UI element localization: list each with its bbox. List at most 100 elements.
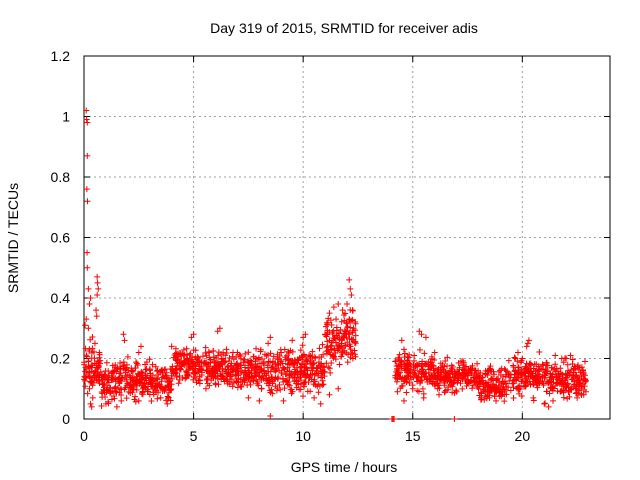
data-point bbox=[87, 374, 94, 381]
data-point bbox=[111, 395, 118, 402]
data-point bbox=[431, 349, 438, 356]
data-point bbox=[149, 361, 156, 368]
data-point bbox=[418, 331, 425, 338]
data-point bbox=[183, 351, 190, 358]
data-point bbox=[564, 361, 571, 368]
data-point bbox=[453, 387, 460, 394]
y-tick-label: 0.2 bbox=[51, 351, 71, 367]
data-point bbox=[575, 362, 582, 369]
data-point bbox=[344, 301, 350, 308]
data-point bbox=[201, 359, 208, 366]
data-point bbox=[336, 361, 343, 368]
data-point bbox=[419, 366, 426, 373]
data-point bbox=[493, 375, 500, 382]
data-point bbox=[198, 372, 205, 379]
data-point bbox=[482, 388, 489, 395]
data-point bbox=[465, 376, 472, 383]
data-point bbox=[250, 353, 257, 360]
data-point bbox=[321, 373, 328, 380]
data-point bbox=[116, 389, 123, 396]
data-point bbox=[271, 366, 278, 373]
data-point bbox=[315, 389, 322, 396]
data-point bbox=[83, 352, 90, 359]
data-point bbox=[90, 348, 97, 355]
data-point bbox=[283, 371, 290, 378]
data-point bbox=[108, 396, 115, 403]
data-point bbox=[445, 374, 452, 381]
data-point bbox=[96, 349, 103, 356]
data-point bbox=[347, 285, 354, 292]
data-point bbox=[300, 367, 307, 374]
data-point bbox=[224, 380, 231, 387]
data-point bbox=[165, 394, 172, 401]
data-point bbox=[330, 334, 337, 341]
x-tick-label: 15 bbox=[405, 428, 421, 444]
data-point bbox=[326, 365, 333, 372]
data-point bbox=[163, 374, 170, 381]
data-point bbox=[105, 379, 112, 386]
data-point bbox=[245, 364, 251, 371]
data-point bbox=[490, 368, 497, 375]
data-point bbox=[113, 403, 120, 410]
data-point bbox=[444, 362, 451, 369]
data-point bbox=[92, 367, 99, 374]
data-point bbox=[173, 357, 180, 364]
data-point bbox=[513, 377, 520, 384]
data-point bbox=[192, 375, 199, 382]
data-point bbox=[352, 340, 359, 347]
data-point bbox=[234, 349, 241, 356]
data-point bbox=[179, 374, 186, 381]
data-point bbox=[483, 395, 490, 402]
data-point bbox=[406, 351, 413, 358]
data-point bbox=[83, 116, 90, 123]
data-point bbox=[516, 390, 523, 397]
data-point bbox=[162, 384, 169, 391]
data-point bbox=[210, 347, 217, 354]
data-point bbox=[286, 375, 293, 382]
data-point bbox=[248, 358, 255, 365]
data-point bbox=[169, 375, 176, 382]
data-point bbox=[213, 362, 220, 369]
data-point bbox=[346, 316, 353, 323]
data-point bbox=[208, 377, 215, 384]
data-point bbox=[316, 345, 323, 352]
data-point bbox=[444, 370, 451, 377]
data-point bbox=[337, 326, 344, 333]
data-point bbox=[394, 375, 401, 382]
data-point bbox=[333, 339, 340, 346]
data-point bbox=[430, 362, 437, 369]
data-point bbox=[392, 358, 399, 365]
data-point bbox=[552, 361, 559, 368]
data-point bbox=[315, 372, 322, 379]
data-point bbox=[277, 360, 284, 367]
data-point bbox=[491, 388, 498, 395]
data-point bbox=[196, 380, 203, 387]
data-point bbox=[546, 390, 553, 397]
data-point bbox=[497, 388, 504, 395]
data-point bbox=[109, 388, 116, 395]
data-point bbox=[284, 361, 291, 368]
data-point bbox=[437, 373, 444, 380]
data-point bbox=[341, 330, 348, 337]
data-point bbox=[340, 333, 347, 340]
data-point bbox=[300, 334, 307, 341]
data-point bbox=[539, 361, 546, 368]
data-point bbox=[417, 378, 424, 385]
data-point bbox=[241, 362, 248, 369]
data-point bbox=[218, 373, 225, 380]
data-point bbox=[349, 329, 356, 336]
data-point bbox=[81, 376, 88, 383]
data-point bbox=[491, 371, 498, 378]
data-point bbox=[476, 374, 483, 381]
data-point bbox=[254, 378, 261, 385]
data-point bbox=[502, 367, 509, 374]
data-point bbox=[139, 389, 146, 396]
data-point bbox=[526, 361, 533, 368]
data-point bbox=[185, 366, 192, 373]
data-point bbox=[544, 362, 551, 369]
data-point bbox=[123, 376, 130, 383]
data-point bbox=[311, 394, 318, 401]
data-point bbox=[83, 353, 90, 360]
data-point bbox=[507, 374, 514, 381]
data-point bbox=[94, 273, 101, 280]
